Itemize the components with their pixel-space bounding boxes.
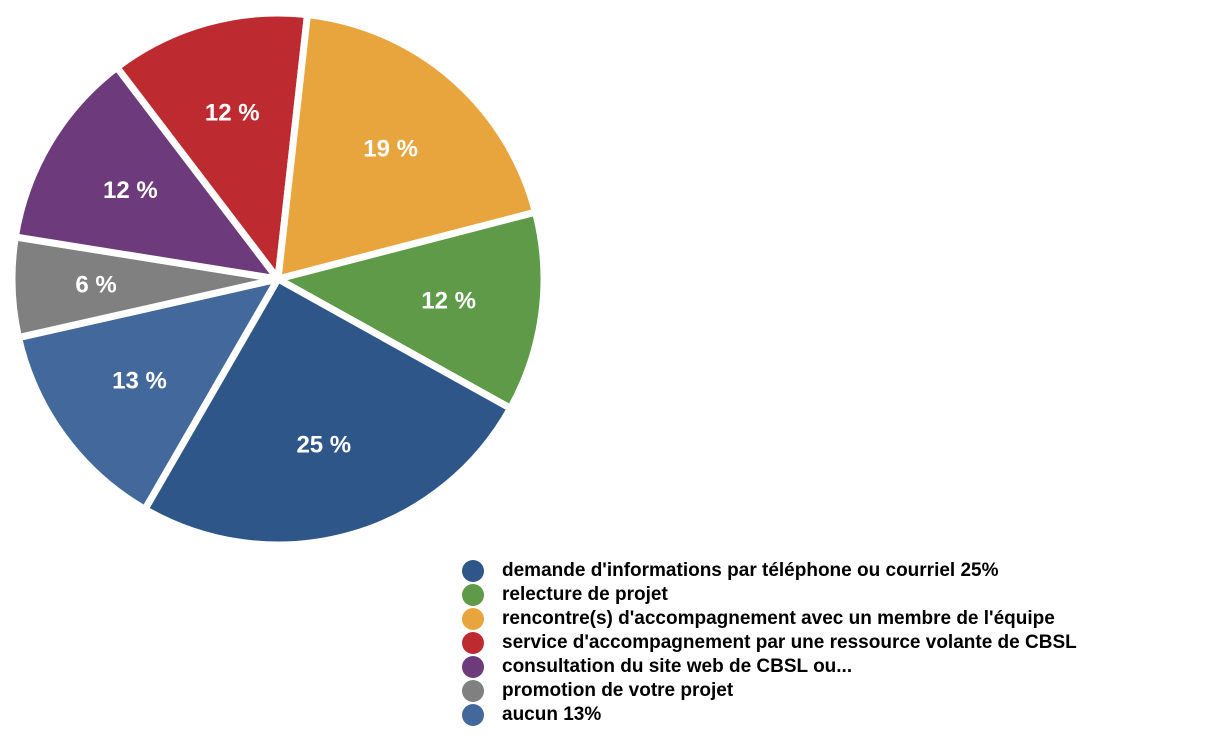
chart-legend: demande d'informations par téléphone ou … (462, 559, 1077, 727)
pie-slice-relecture-de-projet (268, 207, 548, 414)
slice-value-label: 12 % (421, 287, 476, 314)
slice-value-label: 12 % (103, 177, 158, 204)
legend-label: demande d'informations par téléphone ou … (502, 560, 999, 581)
slice-value-label: 6 % (75, 271, 116, 298)
slice-value-label: 12 % (205, 100, 260, 127)
slice-value-label: 25 % (296, 431, 351, 458)
pie-slice-service-d-accompagnement-par-une-ressource-volante-de-cbsl (112, 9, 312, 289)
legend-swatch (462, 632, 484, 654)
legend-swatch (462, 656, 484, 678)
pie-slices (8, 9, 548, 549)
legend-swatch (462, 584, 484, 606)
legend-item: demande d'informations par téléphone ou … (462, 559, 1077, 583)
legend-item: consultation du site web de CBSL ou... (462, 655, 1077, 679)
legend-swatch (462, 608, 484, 630)
legend-item: relecture de projet (462, 583, 1077, 607)
slice-value-label: 13 % (112, 368, 167, 395)
legend-item: aucun 13% (462, 703, 1077, 727)
pie-slice-demande-d-informations-par-telephone-ou-courriel-25 (140, 274, 516, 549)
pie-slice-rencontre-s-d-accompagnement-avec-un-membre-de-l-equipe (273, 10, 540, 284)
legend-label: relecture de projet (502, 584, 668, 605)
legend-swatch (462, 680, 484, 702)
legend-swatch (462, 704, 484, 726)
pie-slice-labels: 13 % 6 % 12 % 12 % 19 % 12 % 25 % (75, 100, 476, 459)
legend-label: promotion de votre projet (502, 680, 734, 701)
legend-label: aucun 13% (502, 704, 602, 725)
legend-label: service d'accompagnement par une ressour… (502, 632, 1077, 653)
legend-label: consultation du site web de CBSL ou... (502, 656, 853, 677)
legend-item: promotion de votre projet (462, 679, 1077, 703)
pie-slice-aucun-13 (14, 273, 286, 515)
pie-slice-consultation-du-site-web-de-cbsl-ou (11, 62, 287, 284)
slice-value-label: 19 % (363, 136, 418, 163)
legend-swatch (462, 560, 484, 582)
legend-item: service d'accompagnement par une ressour… (462, 631, 1077, 655)
legend-item: rencontre(s) d'accompagnement avec un me… (462, 607, 1077, 631)
legend-label: rencontre(s) d'accompagnement avec un me… (502, 608, 1055, 629)
